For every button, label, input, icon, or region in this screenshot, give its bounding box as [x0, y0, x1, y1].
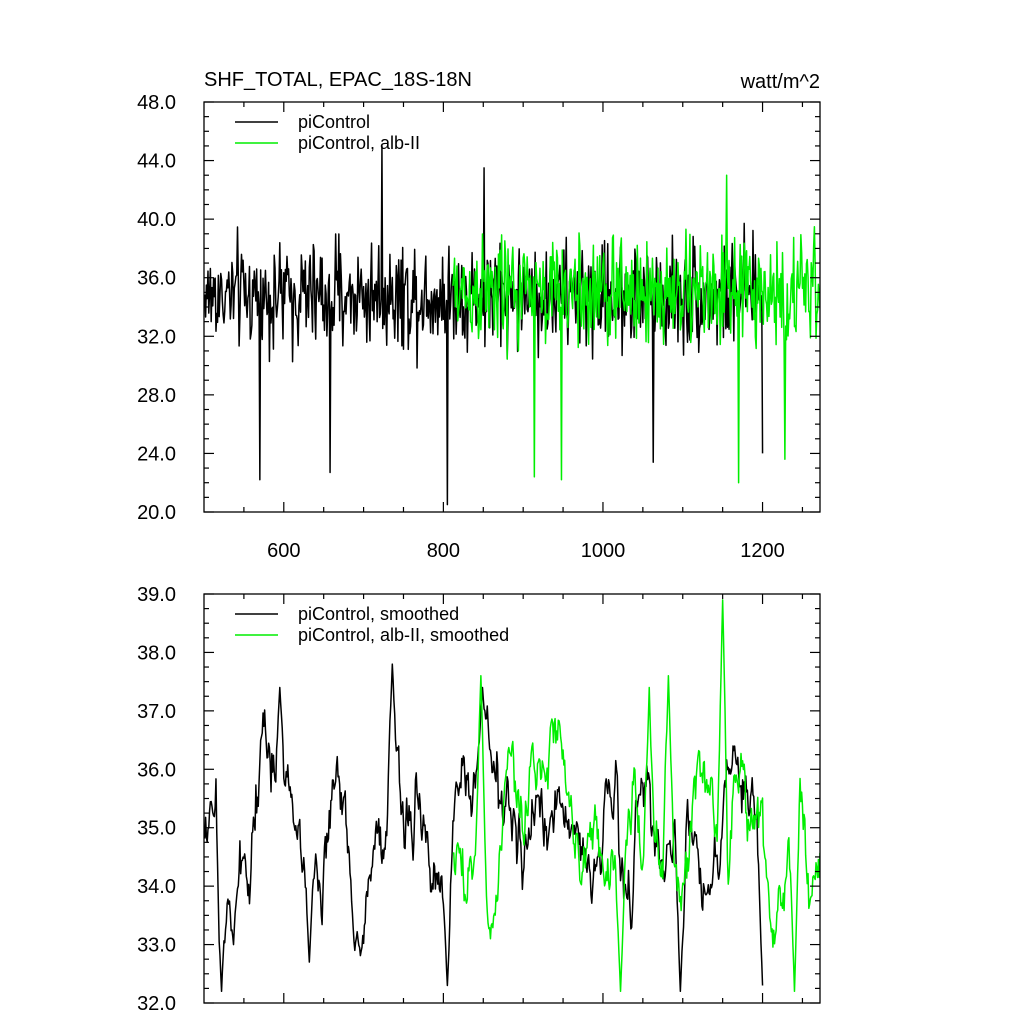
y-tick-label: 40.0: [137, 209, 176, 231]
chart-panel-bottom: 32.0 33.0 34.0 35.0 36.0 37.0 38.0 39.0 piContro…: [137, 584, 821, 1015]
y-tick-label: 24.0: [137, 443, 176, 465]
y-tick-label: 20.0: [137, 502, 176, 524]
y-tick-label: 32.0: [137, 993, 176, 1015]
legend-label: piControl, alb-II: [298, 133, 420, 153]
legend-label: piControl, alb-II, smoothed: [298, 625, 509, 645]
y-tick-label: 33.0: [137, 935, 176, 957]
plot-frame: [203, 593, 821, 1004]
series-line-bottom-1: [452, 599, 820, 993]
y-tick-label: 39.0: [137, 584, 176, 606]
chart-panel-top: 20.0 24.0 28.0 32.0 36.0 40.0 44.0 48.0 600 800 10…: [137, 92, 821, 562]
legend-label: piControl: [298, 112, 370, 132]
y-tick-label: 48.0: [137, 92, 176, 114]
y-tick-label: 32.0: [137, 326, 176, 348]
y-tick-label: 38.0: [137, 642, 176, 664]
units-label: watt/m^2: [740, 71, 820, 93]
y-tick-label: 44.0: [137, 151, 176, 173]
x-tick-label: 600: [267, 540, 300, 562]
y-tick-label: 37.0: [137, 701, 176, 723]
y-tick-label: 34.0: [137, 876, 176, 898]
legend-label: piControl, smoothed: [298, 604, 459, 624]
y-tick-label: 36.0: [137, 268, 176, 290]
y-tick-label: 35.0: [137, 818, 176, 840]
series-line-top-0: [204, 145, 764, 506]
chart-title: SHF_TOTAL, EPAC_18S-18N: [204, 69, 472, 91]
y-tick-label: 36.0: [137, 759, 176, 781]
x-tick-label: 1000: [581, 540, 626, 562]
x-tick-label: 1200: [740, 540, 785, 562]
x-tick-label: 800: [427, 540, 460, 562]
series-line-top-1: [452, 174, 820, 484]
y-tick-label: 28.0: [137, 385, 176, 407]
series-line-bottom-0: [204, 663, 764, 993]
